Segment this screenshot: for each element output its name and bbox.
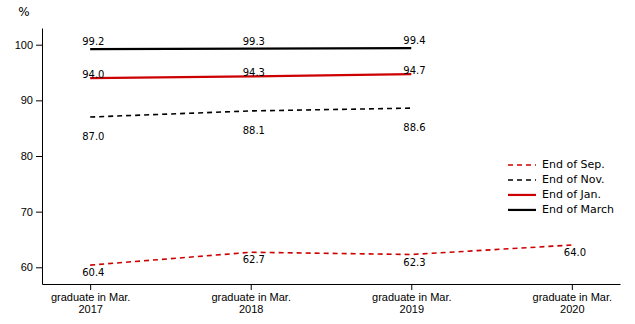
chart: 60708090100graduate in Mar.2017graduate … (0, 0, 635, 324)
y-tick-label: 60 (21, 261, 33, 273)
legend-item: End of Nov. (508, 173, 605, 186)
y-tick-label: 100 (15, 39, 33, 51)
legend-item: End of Sep. (508, 158, 605, 171)
plot: 60708090100graduate in Mar.2017graduate … (15, 29, 621, 316)
y-tick: 80 (21, 150, 42, 162)
x-axis: graduate in Mar.2017 graduate in Mar.2018… (43, 284, 621, 315)
y-tick-mark (36, 45, 42, 46)
x-tick: graduate in Mar.2017 (51, 284, 131, 315)
y-tick-mark (36, 156, 42, 157)
legend-label: End of Nov. (542, 173, 605, 186)
legend-label: End of Sep. (542, 158, 605, 171)
x-tick-label: graduate in Mar.2017 (51, 291, 131, 316)
x-tick: graduate in Mar.2018 (211, 284, 291, 315)
data-label: 87.0 (82, 131, 104, 142)
data-labels: 60.4 62.7 62.3 64.0 87.0 88.1 88.6 94.0 94.3 94.7… (82, 35, 586, 278)
data-label: 99.2 (82, 36, 104, 47)
y-tick-label: 80 (21, 150, 33, 162)
data-label: 62.3 (403, 257, 425, 268)
x-tick-mark (572, 284, 573, 290)
y-tick: 70 (21, 206, 42, 218)
y-tick-label: 90 (21, 94, 33, 106)
data-label: 94.0 (82, 69, 104, 80)
x-tick: graduate in Mar.2019 (372, 284, 452, 315)
x-tick-label: graduate in Mar.2018 (211, 291, 291, 316)
legend-swatch (508, 194, 536, 196)
data-label: 88.1 (243, 125, 265, 136)
y-axis-line (42, 29, 43, 285)
x-tick-mark (411, 284, 412, 290)
x-tick-mark (251, 284, 252, 290)
x-tick-label: graduate in Mar.2019 (372, 291, 452, 316)
data-label: 94.3 (243, 67, 265, 78)
y-tick-label: 70 (21, 206, 33, 218)
data-label: 64.0 (564, 247, 586, 258)
legend-item: End of Jan. (508, 188, 601, 201)
y-tick-mark (36, 100, 42, 101)
y-axis-title: % (18, 5, 29, 19)
x-axis-line (43, 284, 621, 285)
x-tick-label: graduate in Mar.2020 (533, 291, 613, 316)
y-tick: 100 (15, 39, 42, 51)
series-line (90, 108, 411, 117)
series-line (90, 48, 411, 49)
data-label: 99.3 (243, 36, 265, 47)
x-tick: graduate in Mar.2020 (533, 284, 613, 315)
legend-label: End of Jan. (542, 188, 601, 201)
y-axis: 60 70 80 90 100 (15, 29, 43, 285)
series-line (90, 245, 572, 265)
y-tick: 90 (21, 94, 42, 106)
legend-label: End of March (542, 203, 614, 216)
legend: End of Sep. End of Nov. End of Jan. End of … (508, 158, 614, 216)
legend-item: End of March (508, 203, 614, 216)
data-label: 99.4 (403, 35, 425, 46)
x-tick-mark (90, 284, 91, 290)
legend-swatch (508, 209, 536, 211)
legend-swatch (508, 164, 536, 166)
y-tick-mark (36, 267, 42, 268)
y-tick: 60 (21, 261, 42, 273)
data-label: 88.6 (403, 122, 425, 133)
lines (90, 48, 572, 265)
y-tick-mark (36, 212, 42, 213)
data-label: 62.7 (243, 254, 265, 265)
data-label: 94.7 (403, 65, 425, 76)
data-label: 60.4 (82, 267, 104, 278)
legend-swatch (508, 179, 536, 181)
